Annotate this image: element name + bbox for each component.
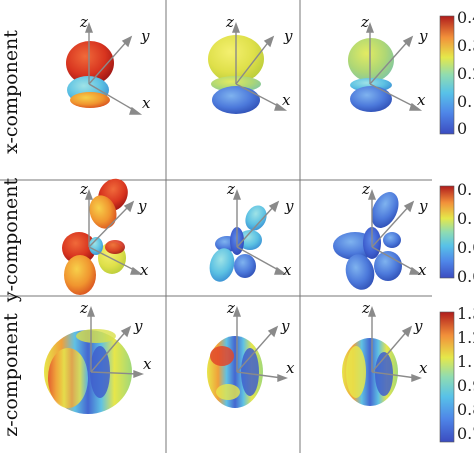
row-label-x: x-component: [0, 30, 22, 154]
axis-z-label: z: [79, 13, 88, 31]
axis-y-label: y: [133, 317, 143, 335]
colorbar-tick: 0.4: [457, 8, 474, 27]
axis-y-label: y: [137, 197, 147, 215]
colorbar-tick: 0.1: [457, 180, 474, 199]
axis-y-label: y: [283, 27, 293, 45]
axis-z-label: z: [226, 180, 235, 198]
axis-z-label: z: [360, 13, 369, 31]
axis-z-label: z: [361, 299, 370, 317]
colorbar-tick: 0.1: [457, 92, 474, 111]
axis-y-label: y: [280, 317, 290, 335]
axis-y-label: y: [418, 197, 428, 215]
axis-x-label: x: [283, 261, 292, 279]
colorbar-tick: 0.8: [457, 400, 474, 419]
colorbar-tick: 0.3: [457, 36, 474, 55]
panel-x-1: z y x: [66, 13, 151, 115]
colorbar-tick: 1.1: [457, 352, 474, 371]
colorbar-tick: 0.1: [457, 209, 474, 228]
panel-z-1: z y x: [44, 299, 152, 414]
axis-z-label: z: [79, 299, 88, 317]
panel-z-2: z y x: [207, 299, 295, 408]
axis-z-label: z: [225, 13, 234, 31]
axis-z-label: z: [79, 180, 88, 198]
colorbar-tick: 0.7: [457, 424, 474, 443]
panel-grid: [0, 0, 432, 453]
panel-y-3: z y x: [333, 180, 428, 290]
colorbar-y: 0.1 0.1 0.0 0.0: [439, 180, 474, 286]
colorbar-tick: 0.9: [457, 376, 474, 395]
row-label-y: y-component: [0, 178, 22, 304]
axis-y-label: y: [284, 197, 294, 215]
axis-y-label: y: [140, 27, 150, 45]
axis-x-label: x: [286, 359, 295, 377]
axis-x-label: x: [282, 91, 291, 109]
axis-z-label: z: [361, 180, 370, 198]
colorbar-x: 0.4 0.3 0.2 0.1 0: [439, 8, 474, 138]
axis-x-label: x: [142, 94, 151, 112]
panel-y-2: z y x: [209, 180, 294, 282]
colorbar-tick: 1.3: [457, 304, 474, 323]
axis-y-label: y: [418, 27, 428, 45]
row-labels: x-component y-component z-component: [0, 30, 22, 437]
axis-y-label: y: [413, 317, 423, 335]
colorbar-tick: 0.0: [457, 238, 474, 257]
panel-y-1: z y x: [62, 178, 149, 295]
axis-z-label: z: [226, 299, 235, 317]
colorbar-tick: 1.2: [457, 328, 474, 347]
panel-x-2: z y x: [208, 13, 293, 114]
panel-z-3: z y x: [342, 299, 428, 406]
row-label-z: z-component: [0, 313, 22, 437]
colorbar-z: 1.3 1.2 1.1 0.9 0.8 0.7: [439, 304, 474, 443]
panel-x-3: z y x: [348, 13, 428, 112]
axis-x-label: x: [143, 355, 152, 373]
axis-x-label: x: [419, 359, 428, 377]
axis-x-label: x: [417, 91, 426, 109]
colorbar-tick: 0: [457, 119, 467, 138]
colorbar-tick: 0.2: [457, 64, 474, 83]
axis-x-label: x: [418, 261, 427, 279]
axis-x-label: x: [140, 261, 149, 279]
colorbar-tick: 0.0: [457, 267, 474, 286]
